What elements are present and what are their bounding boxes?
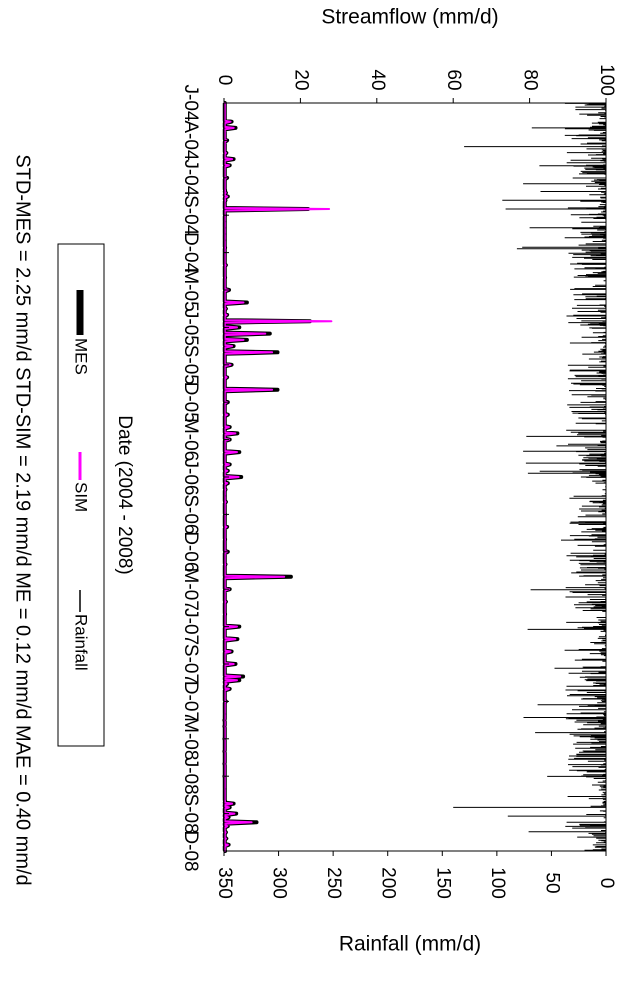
date-tick-label: D-04 [180,232,201,274]
date-tick-label: M-06 [180,418,201,461]
date-tick-label: M-05 [180,268,201,311]
streamflow-tick-label: 100 [596,64,617,96]
date-tick-label: S-06 [180,494,201,534]
streamflow-axis-title: Streamflow (mm/d) [321,6,498,29]
date-tick-label: D-07 [180,681,201,722]
legend-rain-label: Rainfall [72,614,91,671]
date-tick-label: S-07 [180,644,201,684]
date-tick-label: A-04 [180,120,201,161]
date-tick-label: J-04 [180,85,201,122]
rainfall-tick-label: 150 [432,867,453,899]
date-tick-label: J-04 [180,159,201,196]
rainfall-tick-label: 300 [269,867,290,899]
rainfall-series [453,102,606,851]
streamflow-tick-label: 60 [443,69,464,90]
rainfall-tick-label: 100 [487,867,508,899]
date-tick-label: S-08 [180,794,201,834]
date-tick-label: S-05 [180,345,201,385]
label-layer: Streamflow (mm/d) Rainfall (mm/d) Date (20… [12,6,499,956]
streamflow-tick-label: 40 [367,69,388,90]
streamflow-tick-label: 20 [290,69,311,90]
date-tick-label: J-06 [180,459,201,496]
streamflow-tick-label: 0 [214,75,235,86]
statistics-text: STD-MES = 2.25 mm/d STD-SIM = 2.19 mm/d … [12,154,34,885]
rainfall-tick-label: 50 [541,872,562,893]
rainfall-tick-label: 250 [323,867,344,899]
date-tick-label: M-08 [180,717,201,760]
rainfall-axis-title: Rainfall (mm/d) [339,933,481,956]
legend-mes-label: MES [72,338,91,375]
legend: MES SIM Rainfall [57,243,105,747]
date-tick-label: D-05 [180,382,201,423]
plot-border [223,102,607,852]
plot-layer [222,101,606,853]
date-tick-label: J-07 [180,608,201,645]
date-tick-label: D-08 [180,830,201,871]
date-tick-label: D-06 [180,531,201,572]
date-tick-label: J-05 [180,309,201,346]
legend-sim-label: SIM [72,482,91,512]
rainfall-tick-label: 0 [596,878,617,889]
axis-layer: 0 20 40 60 80 100 350 300 250 200 150 100 50 0 J-04A-0… [180,64,617,899]
date-tick-label: J-08 [180,758,201,795]
date-axis-title: Date (2004 - 2008) [114,415,135,575]
date-tick-label: S-04 [180,195,201,236]
date-tick-label: M-07 [180,568,201,611]
rainfall-tick-label: 200 [378,867,399,899]
streamflow-tick-label: 80 [520,69,541,90]
rainfall-tick-label: 350 [214,867,235,899]
